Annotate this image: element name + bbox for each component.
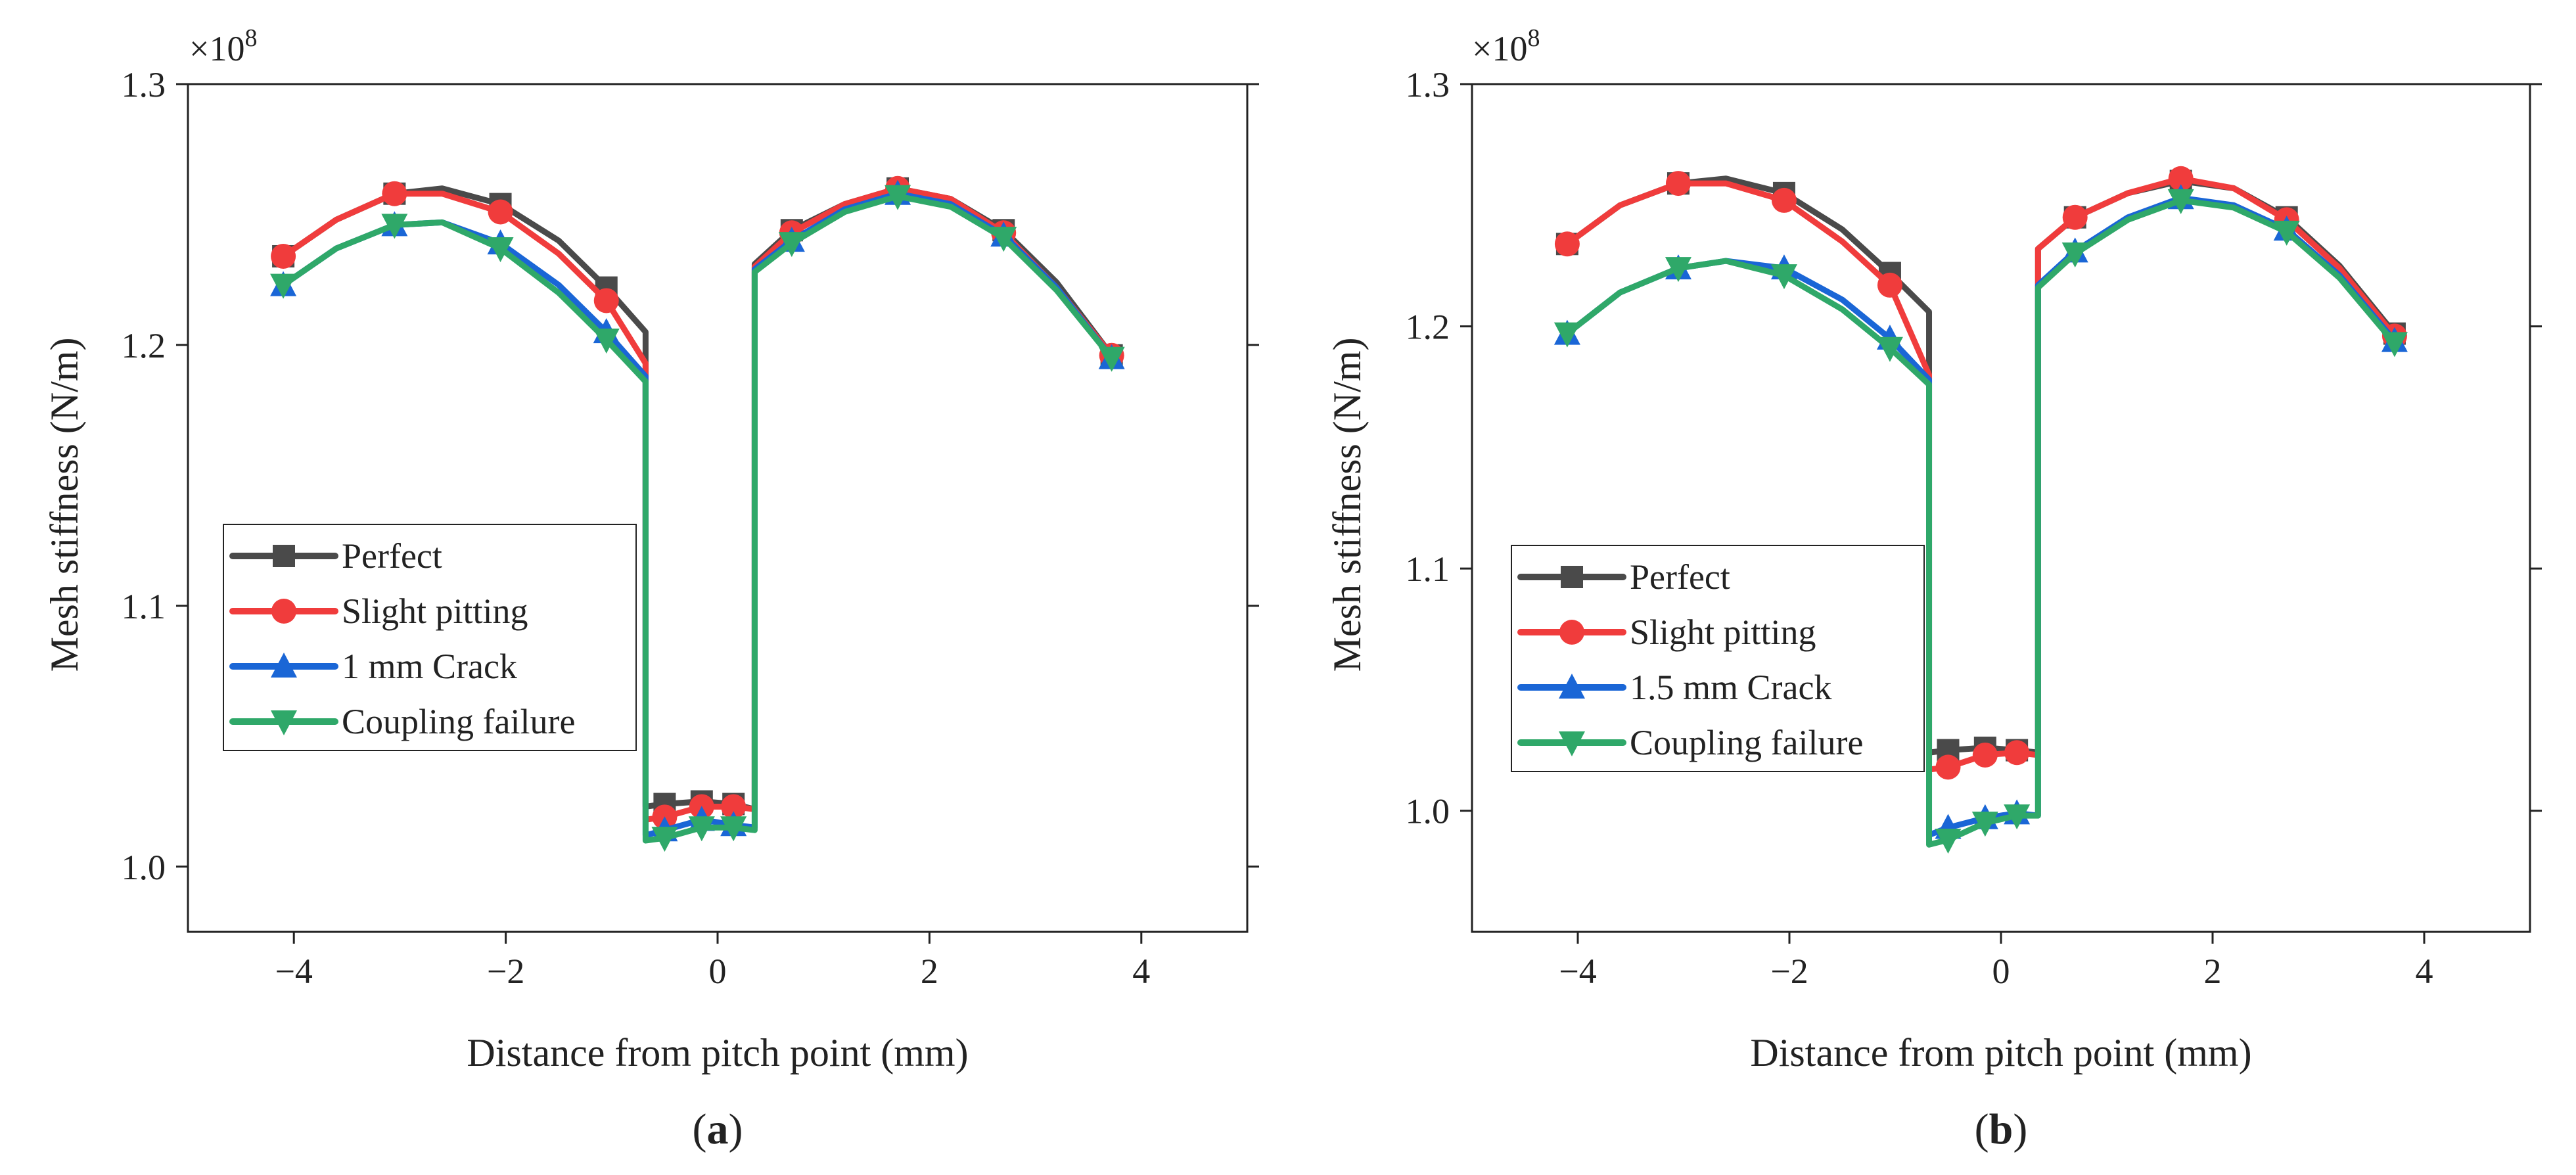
data-point-b-1 <box>1877 272 1902 298</box>
legend-marker-b-2 <box>1559 674 1585 699</box>
x-tick-label-a: −4 <box>275 952 312 991</box>
data-point-a-3 <box>381 214 408 239</box>
caption-letter-a: a <box>707 1105 729 1153</box>
x-tick-label-a: 0 <box>709 952 727 991</box>
legend-label-b-2: 1.5 mm Crack <box>1630 668 1831 707</box>
data-point-a-1 <box>271 243 296 269</box>
y-axis-title-a: Mesh stiffness (N/m) <box>43 338 86 672</box>
x-axis-title-b: Distance from pitch point (mm) <box>1750 1031 2251 1074</box>
data-point-a-3 <box>990 227 1017 252</box>
data-point-b-3 <box>1665 257 1691 283</box>
data-point-a-1 <box>382 181 407 206</box>
data-point-b-3 <box>2167 189 2194 214</box>
data-point-b-1 <box>2004 740 2030 766</box>
data-point-b-3 <box>1876 336 1903 362</box>
data-point-b-1 <box>1935 754 1961 780</box>
data-point-b-3 <box>2273 220 2300 246</box>
data-point-b-1 <box>1665 171 1691 196</box>
legend-marker-a-2 <box>271 653 297 678</box>
data-point-a-1 <box>593 288 619 313</box>
data-point-a-3 <box>270 273 297 299</box>
legend-marker-a-3 <box>271 710 297 735</box>
x-axis-title-a: Distance from pitch point (mm) <box>467 1031 968 1074</box>
series-a-3 <box>270 185 1125 852</box>
data-point-b-3 <box>2004 804 2031 830</box>
y-tick-label-b: 1.3 <box>1406 65 1450 104</box>
data-point-b-1 <box>2062 204 2088 230</box>
data-point-b-1 <box>1771 187 1797 213</box>
data-point-b-3 <box>2061 242 2088 267</box>
data-point-b-3 <box>1971 812 1998 837</box>
y-tick-label-a: 1.1 <box>122 587 166 626</box>
y-tick-label-b: 1.2 <box>1406 308 1450 347</box>
y-tick-label-b: 1.0 <box>1406 792 1450 831</box>
data-point-a-3 <box>1098 346 1125 372</box>
legend-marker-b-0 <box>1561 566 1583 588</box>
x-tick-label-b: 2 <box>2204 952 2222 991</box>
data-point-b-3 <box>1553 322 1580 348</box>
data-point-b-1 <box>1972 742 1998 768</box>
caption-letter-b: b <box>1989 1105 2013 1153</box>
legend-a: Perfect Slight pitting 1 mm Crack Coupling … <box>223 524 637 751</box>
data-point-a-3 <box>593 328 620 354</box>
series-b-3 <box>1553 189 2408 854</box>
y-tick-label-a: 1.3 <box>122 65 166 104</box>
data-point-a-1 <box>488 199 513 225</box>
x-tick-label-a: 2 <box>921 952 938 991</box>
x-tick-label-b: 0 <box>1992 952 2010 991</box>
data-point-a-3 <box>720 816 747 842</box>
data-point-a-1 <box>721 794 747 819</box>
legend-marker-b-1 <box>1559 620 1584 645</box>
data-point-b-1 <box>2168 166 2194 191</box>
legend-marker-a-1 <box>271 599 296 624</box>
y-multiplier-exponent-b: 8 <box>1527 24 1540 52</box>
x-tick-label-b: 4 <box>2416 952 2433 991</box>
data-point-a-3 <box>885 185 911 210</box>
legend-label-b-1: Slight pitting <box>1630 612 1816 652</box>
data-point-b-3 <box>1770 264 1797 290</box>
data-point-b-3 <box>1935 828 1962 854</box>
data-point-b-1 <box>1554 231 1580 257</box>
y-tick-label-b: 1.1 <box>1406 549 1450 589</box>
legend-label-a-1: Slight pitting <box>342 591 528 631</box>
legend-marker-b-3 <box>1559 731 1585 756</box>
legend-label-b-3: Coupling failure <box>1630 723 1863 762</box>
x-tick-label-b: −2 <box>1770 952 1808 991</box>
y-multiplier-base-a: ×10 <box>189 29 244 68</box>
y-multiplier-base-b: ×10 <box>1472 29 1527 68</box>
data-point-b-3 <box>2381 332 2408 357</box>
panel-a: ×108 Mesh stiffness (N/m) Distance from … <box>43 24 1259 1153</box>
y-axis-title-b: Mesh stiffness (N/m) <box>1325 338 1369 672</box>
legend-label-a-2: 1 mm Crack <box>342 647 517 686</box>
y-multiplier-a: ×108 <box>189 24 257 68</box>
x-tick-label-a: −2 <box>487 952 524 991</box>
caption-b: (b) <box>1975 1105 2028 1153</box>
legend-marker-a-0 <box>273 545 295 567</box>
legend-label-a-0: Perfect <box>342 536 442 576</box>
caption-a: (a) <box>693 1105 743 1153</box>
x-tick-label-b: −4 <box>1559 952 1596 991</box>
data-point-a-3 <box>778 232 805 258</box>
legend-label-a-3: Coupling failure <box>342 702 575 741</box>
y-tick-label-a: 1.0 <box>122 848 166 887</box>
data-point-a-3 <box>688 816 715 842</box>
y-multiplier-b: ×108 <box>1472 24 1540 68</box>
legend-label-b-0: Perfect <box>1630 557 1730 597</box>
y-tick-label-a: 1.2 <box>122 326 166 365</box>
legend-b: Perfect Slight pitting 1.5 mm Crack Couplin… <box>1511 545 1925 772</box>
data-point-a-3 <box>651 827 678 852</box>
y-multiplier-exponent-a: 8 <box>244 24 257 52</box>
x-tick-label-a: 4 <box>1132 952 1150 991</box>
panel-b: ×108 Mesh stiffness (N/m) Distance from … <box>1325 24 2542 1153</box>
data-point-a-3 <box>487 237 514 263</box>
